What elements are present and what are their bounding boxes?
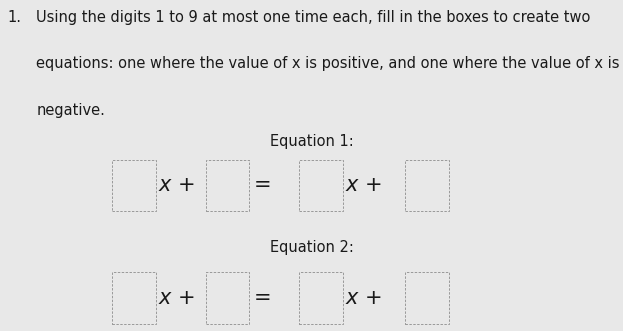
Text: negative.: negative. [36, 103, 105, 118]
Text: =: = [254, 175, 272, 195]
FancyBboxPatch shape [405, 160, 449, 211]
Text: $x$ +: $x$ + [158, 175, 195, 195]
FancyBboxPatch shape [206, 272, 249, 324]
Text: =: = [254, 288, 272, 308]
FancyBboxPatch shape [112, 272, 156, 324]
Text: $x$ +: $x$ + [158, 288, 195, 308]
FancyBboxPatch shape [299, 272, 343, 324]
Text: $x$ +: $x$ + [345, 288, 382, 308]
Text: equations: one where the value of x is positive, and one where the value of x is: equations: one where the value of x is p… [36, 56, 620, 71]
FancyBboxPatch shape [112, 160, 156, 211]
Text: $x$ +: $x$ + [345, 175, 382, 195]
Text: 1.: 1. [7, 10, 21, 25]
FancyBboxPatch shape [405, 272, 449, 324]
FancyBboxPatch shape [299, 160, 343, 211]
FancyBboxPatch shape [206, 160, 249, 211]
Text: Equation 1:: Equation 1: [270, 134, 353, 149]
Text: Using the digits 1 to 9 at most one time each, fill in the boxes to create two: Using the digits 1 to 9 at most one time… [36, 10, 591, 25]
Text: Equation 2:: Equation 2: [270, 240, 353, 255]
